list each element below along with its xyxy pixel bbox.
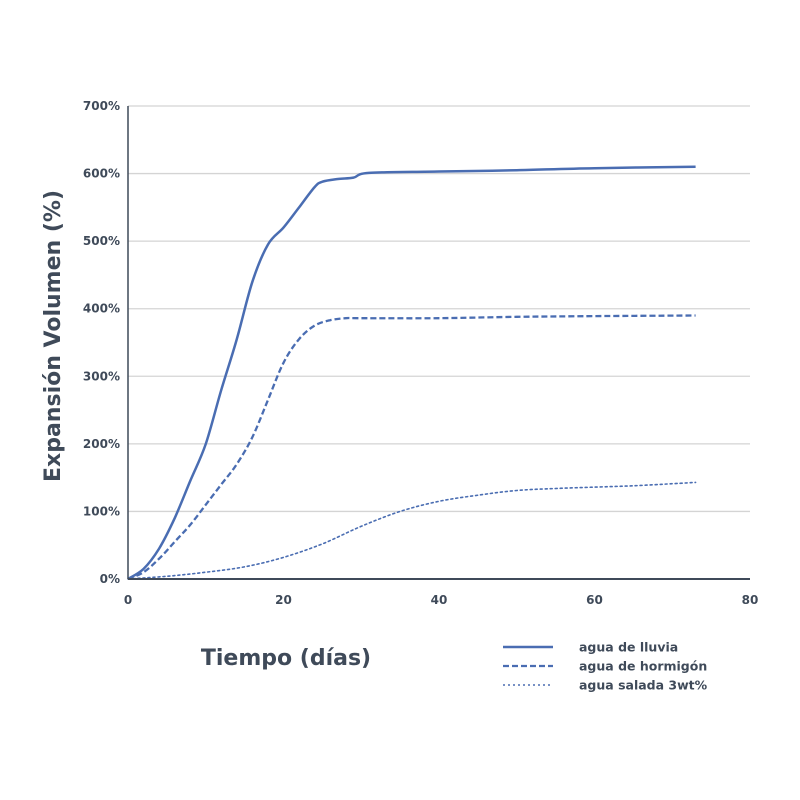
y-tick-label: 200% bbox=[83, 437, 120, 451]
legend: agua de lluvia agua de hormigón agua salad… bbox=[503, 640, 708, 693]
x-tick-label: 60 bbox=[586, 593, 603, 607]
y-tick-label: 100% bbox=[83, 504, 120, 518]
x-tick-label: 20 bbox=[275, 593, 292, 607]
x-tick-label: 40 bbox=[431, 593, 448, 607]
x-tick-labels: 0 20 40 60 80 bbox=[124, 593, 759, 607]
y-tick-label: 300% bbox=[83, 369, 120, 383]
x-tick-label: 0 bbox=[124, 593, 132, 607]
legend-label-0: agua de lluvia bbox=[579, 640, 678, 655]
axes bbox=[127, 106, 750, 580]
y-tick-label: 700% bbox=[83, 99, 120, 113]
legend-label-2: agua salada 3wt% bbox=[579, 678, 708, 693]
y-axis-title: Expansión Volumen (%) bbox=[41, 190, 66, 482]
x-axis-title: Tiempo (días) bbox=[201, 646, 371, 671]
y-tick-labels: 0% 100% 200% 300% 400% 500% 600% 700% bbox=[83, 99, 120, 586]
y-tick-label: 400% bbox=[83, 302, 120, 316]
y-tick-label: 600% bbox=[83, 167, 120, 181]
series-line-2 bbox=[127, 481, 697, 580]
grid bbox=[128, 105, 750, 513]
series-line-0 bbox=[127, 165, 696, 581]
x-tick-label: 80 bbox=[742, 593, 759, 607]
y-tick-label: 0% bbox=[100, 572, 120, 586]
legend-label-1: agua de hormigón bbox=[579, 659, 707, 674]
series-lines bbox=[127, 165, 697, 581]
y-tick-label: 500% bbox=[83, 234, 120, 248]
series-line-1 bbox=[127, 314, 696, 581]
